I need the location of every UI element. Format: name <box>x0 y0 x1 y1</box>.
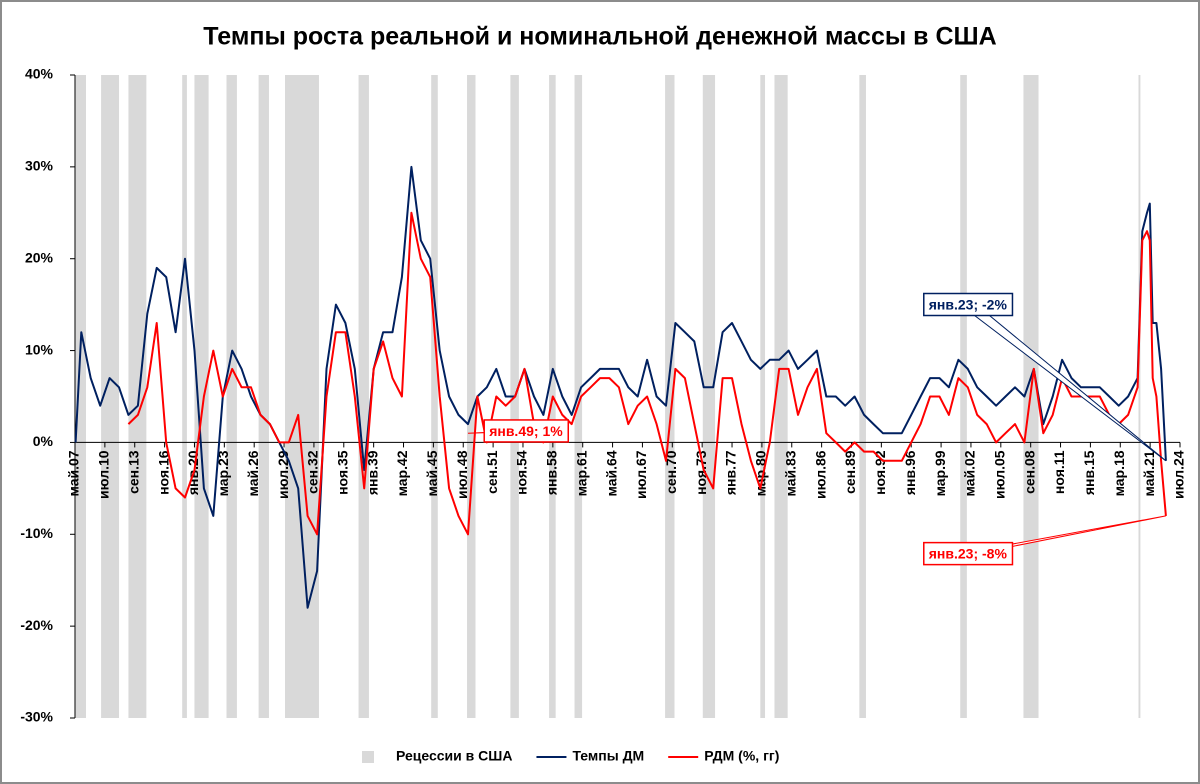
recession-band <box>760 75 766 718</box>
x-tick-label: июл.10 <box>96 450 112 499</box>
y-tick-label: 30% <box>25 158 54 174</box>
recession-band <box>702 75 716 718</box>
recession-band <box>358 75 369 718</box>
x-tick-label: янв.15 <box>1081 450 1097 495</box>
x-tick-label: май.83 <box>782 450 798 496</box>
legend-label: Рецессии в США <box>396 748 512 764</box>
x-tick-label: ноя.11 <box>1051 450 1067 494</box>
recession-band <box>467 75 476 718</box>
recession-band <box>960 75 967 718</box>
x-tick-label: мар.99 <box>932 450 948 496</box>
annotation: янв.23; -8% <box>923 515 1166 566</box>
x-tick-label: июл.29 <box>275 450 291 499</box>
recession-band <box>1138 75 1141 718</box>
annotation-label: янв.49; 1% <box>489 423 563 439</box>
x-tick-label: май.21 <box>1141 450 1157 496</box>
recession-band <box>194 75 209 718</box>
x-tick-label: июл.67 <box>633 450 649 499</box>
x-tick-label: июл.05 <box>992 450 1008 499</box>
y-tick-label: 10% <box>25 341 54 357</box>
annotation-label: янв.23; -8% <box>929 546 1008 562</box>
recession-band <box>258 75 269 718</box>
y-tick-label: 0% <box>33 433 54 449</box>
annotation-box <box>923 541 1014 566</box>
x-tick-label: мар.18 <box>1111 450 1127 496</box>
y-tick-label: -20% <box>20 617 53 633</box>
x-tick-label: мар.42 <box>394 450 410 496</box>
x-tick-label: июл.86 <box>812 450 828 499</box>
x-tick-label: май.02 <box>962 450 978 496</box>
recession-band <box>75 75 87 718</box>
x-tick-label: ноя.16 <box>155 450 171 495</box>
x-tick-label: июл.48 <box>454 450 470 499</box>
x-tick-label: ноя.54 <box>514 450 530 495</box>
y-tick-label: 20% <box>25 249 54 265</box>
y-tick-label: -30% <box>20 709 53 725</box>
recession-band <box>226 75 237 718</box>
recession-band <box>859 75 866 718</box>
annotation: янв.49; 1% <box>467 419 569 443</box>
recession-band <box>128 75 147 718</box>
x-tick-label: июл.24 <box>1171 450 1187 499</box>
x-tick-label: май.64 <box>603 450 619 496</box>
legend-label: Темпы ДМ <box>572 748 644 764</box>
x-tick-label: сен.70 <box>663 450 679 494</box>
y-tick-label: 40% <box>25 66 54 82</box>
x-tick-label: сен.89 <box>842 450 858 494</box>
legend-label: РДМ (%, гг) <box>704 748 779 764</box>
x-tick-label: янв.58 <box>544 450 560 495</box>
annotation-label: янв.23; -2% <box>929 297 1008 313</box>
x-tick-label: май.26 <box>245 450 261 496</box>
x-tick-label: сен.08 <box>1021 450 1037 494</box>
annotation: янв.23; -2% <box>923 292 1167 462</box>
x-tick-label: янв.39 <box>364 450 380 495</box>
recession-band <box>774 75 788 718</box>
y-tick-label: -10% <box>20 525 53 541</box>
chart-title: Темпы роста реальной и номинальной денеж… <box>203 23 996 51</box>
x-tick-label: янв.96 <box>902 450 918 495</box>
recession-band <box>431 75 438 718</box>
x-tick-label: янв.77 <box>723 450 739 495</box>
x-tick-label: ноя.35 <box>334 450 350 495</box>
x-tick-label: мар.23 <box>215 450 231 496</box>
recession-band <box>665 75 675 718</box>
legend-swatch <box>362 751 374 763</box>
x-tick-label: май.07 <box>66 450 82 496</box>
x-tick-label: мар.61 <box>573 450 589 496</box>
x-tick-label: ноя.73 <box>693 450 709 495</box>
recession-band <box>182 75 187 718</box>
annotation-box <box>483 419 569 443</box>
x-tick-label: сен.32 <box>305 450 321 494</box>
x-tick-label: сен.51 <box>484 450 500 494</box>
x-tick-label: мар.80 <box>753 450 769 496</box>
x-tick-label: сен.13 <box>125 450 141 494</box>
series-line <box>127 211 1167 536</box>
annotation-box <box>923 292 1014 317</box>
x-tick-label: май.45 <box>424 450 440 496</box>
legend: Рецессии в США Темпы ДМ РДМ (%, гг) <box>362 748 779 764</box>
recession-band <box>101 75 120 718</box>
recession-band <box>284 75 319 718</box>
